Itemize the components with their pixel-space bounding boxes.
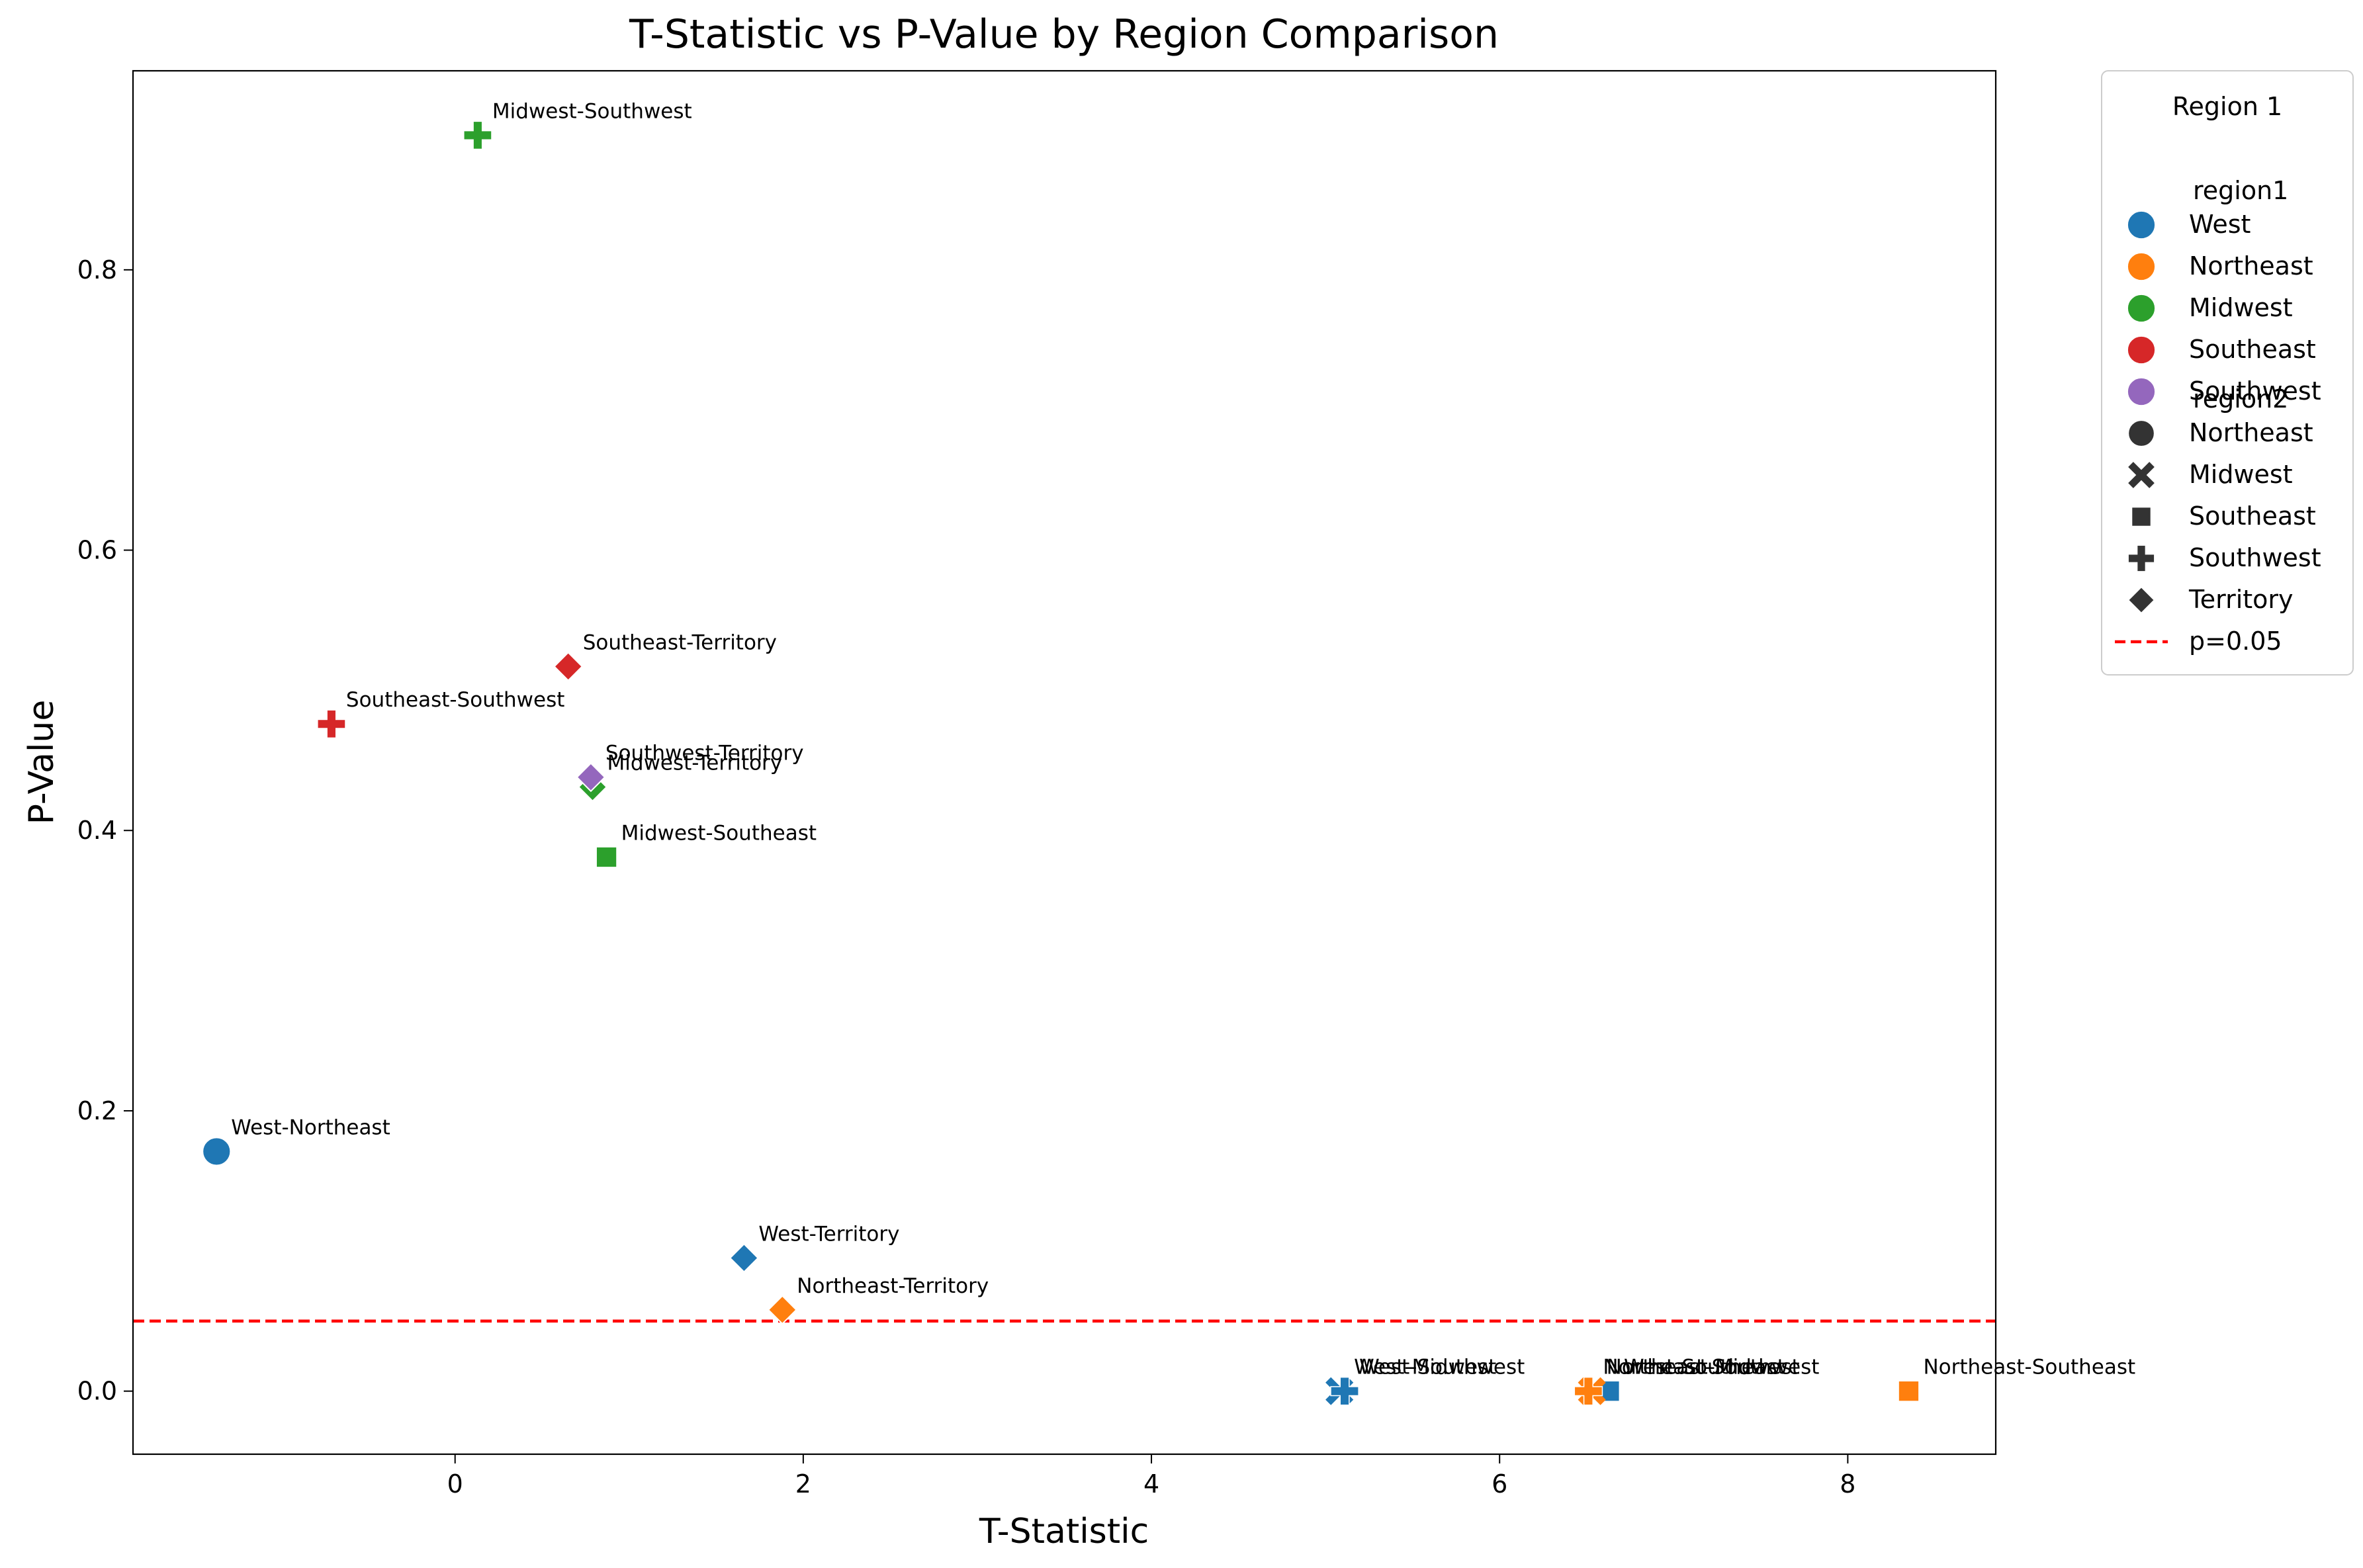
x-tick-label: 2 (795, 1469, 811, 1499)
data-point (317, 709, 346, 739)
legend-label: p=0.05 (2189, 627, 2282, 656)
point-label: West-Southeast (1624, 1356, 1785, 1379)
y-tick-label: 0.2 (77, 1096, 117, 1125)
y-tick-label: 0.4 (77, 816, 117, 845)
point-label: Southwest-Territory (605, 742, 804, 765)
legend-label: Northeast (2189, 251, 2313, 281)
legend-label: Midwest (2189, 460, 2293, 489)
point-label: Midwest-Southeast (621, 822, 817, 846)
legend-style-header: region2 (2193, 384, 2288, 414)
data-point (595, 846, 618, 869)
data-point (767, 1295, 797, 1325)
point-label: Midwest-Southwest (492, 99, 692, 123)
legend-swatch (2126, 210, 2157, 240)
legend-marker (2127, 544, 2155, 572)
data-point (1574, 1376, 1603, 1406)
plot-frame (132, 69, 1997, 1456)
point-label: Northeast-Territory (797, 1274, 989, 1298)
x-tick-label: 4 (1143, 1469, 1159, 1499)
y-tick-label: 0.0 (77, 1377, 117, 1406)
legend-swatch (2126, 335, 2157, 365)
legend-marker (2128, 462, 2155, 488)
data-point (576, 762, 606, 793)
legend-items: West Northeast Midwest Southeast Southwest No… (2115, 210, 2321, 656)
legend-label: Southeast (2189, 501, 2316, 531)
data-point (202, 1137, 232, 1166)
data-point (553, 651, 584, 681)
legend-marker (2127, 419, 2155, 447)
data-point (1330, 1376, 1359, 1406)
legend-label: Northeast (2189, 418, 2313, 447)
point-label: West-Southwest (1359, 1356, 1525, 1379)
x-tick-label: 8 (1840, 1469, 1855, 1499)
data-point (463, 120, 492, 150)
point-label: West-Territory (758, 1222, 899, 1246)
y-tick-label: 0.8 (77, 255, 117, 284)
y-axis-label: P-Value (22, 700, 62, 825)
y-tick-label: 0.6 (77, 536, 117, 565)
legend-label: Southeast (2189, 335, 2316, 364)
plot-layer: West-Northeast West-Midwest West-Southeast… (133, 99, 2135, 1406)
ticks-layer: 0 2 4 6 8 0.0 0.2 0.4 0.6 0.8 (77, 255, 1856, 1499)
legend-marker (2131, 506, 2152, 527)
point-label: Southeast-Territory (583, 631, 777, 654)
legend-label: Midwest (2189, 293, 2293, 322)
x-tick-label: 6 (1492, 1469, 1507, 1499)
legend-marker (2127, 586, 2156, 615)
legend-label: Territory (2188, 585, 2294, 614)
point-label: Northeast-Southeast (1923, 1356, 2135, 1379)
legend-title: Region 1 (2172, 92, 2282, 121)
legend-label: West (2189, 210, 2251, 239)
x-axis-label: T-Statistic (979, 1512, 1149, 1551)
legend-swatch (2126, 251, 2157, 282)
point-label: West-Northeast (231, 1115, 390, 1139)
legend-hue-header: region1 (2193, 176, 2288, 205)
chart-title: T-Statistic vs P-Value by Region Compari… (629, 11, 1499, 58)
point-label: Northeast-Southwest (1603, 1356, 1819, 1379)
legend-swatch (2126, 293, 2157, 324)
x-tick-label: 0 (447, 1469, 463, 1499)
data-point (729, 1242, 759, 1273)
legend-frame (2101, 70, 2354, 675)
point-label: Midwest-Territory (607, 752, 783, 775)
point-label: West-Midwest (1354, 1356, 1496, 1379)
point-label: Southeast-Southwest (346, 688, 564, 712)
data-point (1897, 1380, 1920, 1403)
legend-swatch (2126, 376, 2157, 407)
legend-label: Southwest (2189, 543, 2321, 572)
legend: Region 1 region1 region2 West Northeast Mi… (2101, 70, 2354, 675)
legend-label: Southwest (2189, 376, 2321, 406)
point-label: Northeast-Midwest (1607, 1356, 1800, 1379)
